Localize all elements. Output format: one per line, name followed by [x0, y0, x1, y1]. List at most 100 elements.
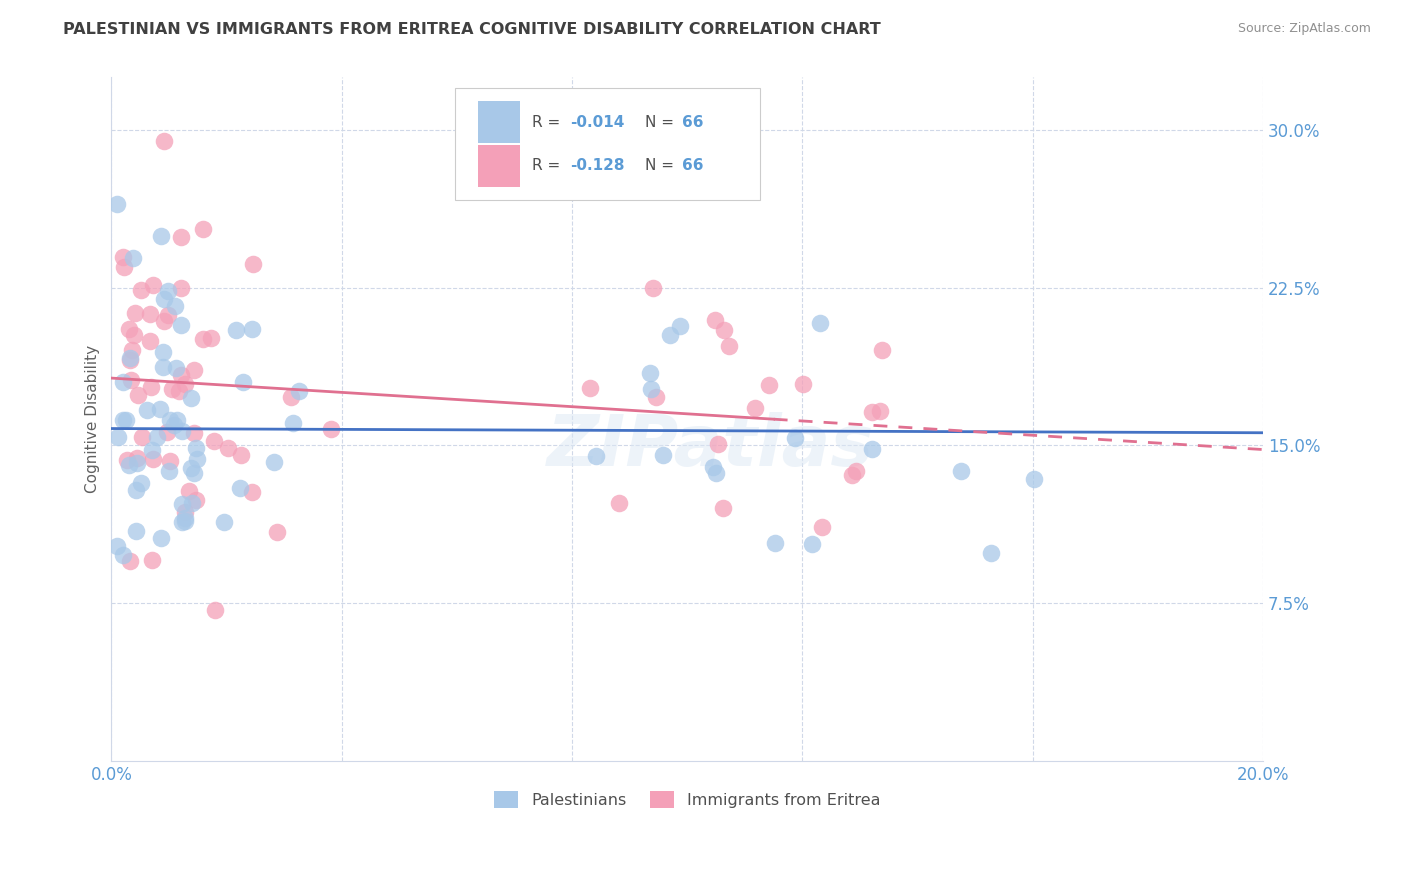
Point [214, 515, 236, 529]
Point [758, 378, 780, 392]
Point [288, 384, 311, 398]
Point [173, 514, 195, 528]
Text: 66: 66 [682, 159, 703, 173]
Point [120, 351, 142, 365]
Point [193, 332, 215, 346]
Text: N =: N = [645, 159, 679, 173]
Point [152, 293, 174, 307]
Point [174, 511, 197, 525]
Point [166, 413, 188, 427]
Text: 66: 66 [682, 115, 703, 129]
Point [263, 455, 285, 469]
Point [117, 322, 139, 336]
Point [242, 257, 264, 271]
Point [127, 450, 149, 465]
Point [180, 461, 202, 475]
Point [183, 426, 205, 441]
Text: PALESTINIAN VS IMMIGRANTS FROM ERITREA COGNITIVE DISABILITY CORRELATION CHART: PALESTINIAN VS IMMIGRANTS FROM ERITREA C… [63, 22, 882, 37]
Point [141, 443, 163, 458]
Point [810, 519, 832, 533]
Point [870, 343, 893, 357]
Point [118, 554, 141, 568]
Point [186, 452, 208, 467]
Point [229, 448, 252, 462]
Point [860, 442, 883, 456]
Point [139, 307, 162, 321]
Point [702, 460, 724, 475]
Point [125, 456, 148, 470]
Text: -0.014: -0.014 [569, 115, 624, 129]
Point [124, 305, 146, 319]
FancyBboxPatch shape [454, 87, 759, 201]
Point [157, 464, 180, 478]
Point [579, 381, 602, 395]
Point [644, 390, 666, 404]
Legend: Palestinians, Immigrants from Eritrea: Palestinians, Immigrants from Eritrea [488, 785, 887, 814]
Point [669, 319, 692, 334]
Point [152, 360, 174, 375]
Point [800, 537, 823, 551]
Point [139, 380, 162, 394]
Point [118, 458, 141, 472]
Point [172, 497, 194, 511]
Point [156, 284, 179, 298]
Point [217, 442, 239, 456]
Point [179, 484, 201, 499]
Point [170, 230, 193, 244]
Point [202, 434, 225, 449]
Point [980, 546, 1002, 560]
Point [167, 384, 190, 399]
Point [112, 250, 135, 264]
Point [105, 539, 128, 553]
Point [640, 382, 662, 396]
Point [193, 222, 215, 236]
Point [129, 283, 152, 297]
Point [659, 328, 682, 343]
Point [120, 372, 142, 386]
Point [105, 197, 128, 211]
Point [229, 481, 252, 495]
Point [232, 376, 254, 390]
Y-axis label: Cognitive Disability: Cognitive Disability [86, 345, 100, 493]
Point [183, 466, 205, 480]
Point [170, 424, 193, 438]
Point [146, 430, 169, 444]
Point [841, 468, 863, 483]
Point [860, 405, 883, 419]
Point [204, 603, 226, 617]
Point [266, 524, 288, 539]
Text: R =: R = [531, 159, 565, 173]
Point [186, 492, 208, 507]
Point [808, 316, 831, 330]
Point [186, 441, 208, 455]
Point [180, 391, 202, 405]
Point [641, 280, 664, 294]
Point [173, 377, 195, 392]
Point [280, 391, 302, 405]
Point [149, 531, 172, 545]
Point [173, 505, 195, 519]
Point [845, 463, 868, 477]
Point [240, 322, 263, 336]
Point [152, 344, 174, 359]
Point [183, 363, 205, 377]
Point [153, 134, 176, 148]
Point [585, 449, 607, 463]
Text: N =: N = [645, 115, 679, 129]
Point [607, 496, 630, 510]
Point [150, 229, 173, 244]
Point [170, 368, 193, 382]
Point [225, 323, 247, 337]
Text: ZIPatlas: ZIPatlas [547, 412, 875, 481]
Point [717, 339, 740, 353]
Point [651, 448, 673, 462]
Point [744, 401, 766, 415]
Point [156, 308, 179, 322]
Point [949, 464, 972, 478]
Point [125, 524, 148, 539]
Point [163, 299, 186, 313]
Point [142, 277, 165, 292]
Point [170, 280, 193, 294]
Point [127, 388, 149, 402]
Point [112, 549, 135, 563]
